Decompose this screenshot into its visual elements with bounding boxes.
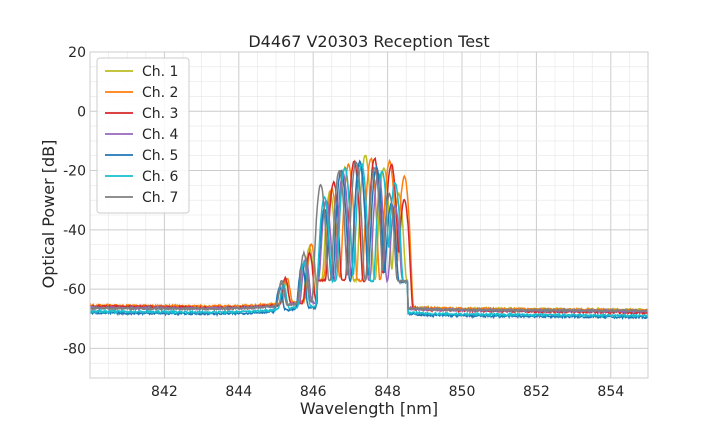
plot-frame: [89, 51, 649, 379]
x-tick-label: 850: [449, 384, 476, 400]
y-tick-label: -40: [63, 223, 86, 239]
x-tick-label: 842: [151, 384, 178, 400]
x-tick-label: 848: [374, 384, 401, 400]
x-tick-label: 846: [300, 384, 327, 400]
y-axis-label: Optical Power [dB]: [39, 140, 58, 289]
legend-entry: Ch. 5: [142, 148, 178, 164]
series-line: [89, 162, 649, 319]
legend-entry: Ch. 2: [142, 85, 178, 101]
y-axis-ticks: -80 -60 -40 -20 0 20: [63, 45, 86, 357]
series-line: [89, 160, 649, 314]
y-tick-label: -60: [63, 282, 86, 298]
legend-entry: Ch. 4: [142, 127, 179, 143]
chart-title: D4467 V20303 Reception Test: [248, 32, 489, 51]
legend-entry: Ch. 1: [142, 64, 178, 80]
x-axis-label: Wavelength [nm]: [300, 399, 438, 418]
plot-series: [89, 154, 649, 321]
x-tick-label: 852: [523, 384, 550, 400]
y-tick-label: 20: [68, 45, 86, 61]
legend: Ch. 1 Ch. 2 Ch. 3 Ch. 4 Ch. 5 Ch. 6 Ch. 7: [96, 57, 190, 214]
x-tick-label: 844: [225, 384, 252, 400]
y-tick-label: 0: [77, 104, 86, 120]
legend-entry: Ch. 3: [142, 106, 178, 122]
y-tick-label: -20: [63, 164, 86, 180]
legend-entry: Ch. 6: [142, 169, 179, 185]
x-axis-ticks: 842 844 846 848 850 852 854: [151, 384, 624, 400]
legend-box: [96, 57, 190, 214]
legend-entry: Ch. 7: [142, 190, 178, 206]
y-tick-label: -80: [63, 341, 86, 357]
x-tick-label: 854: [597, 384, 624, 400]
